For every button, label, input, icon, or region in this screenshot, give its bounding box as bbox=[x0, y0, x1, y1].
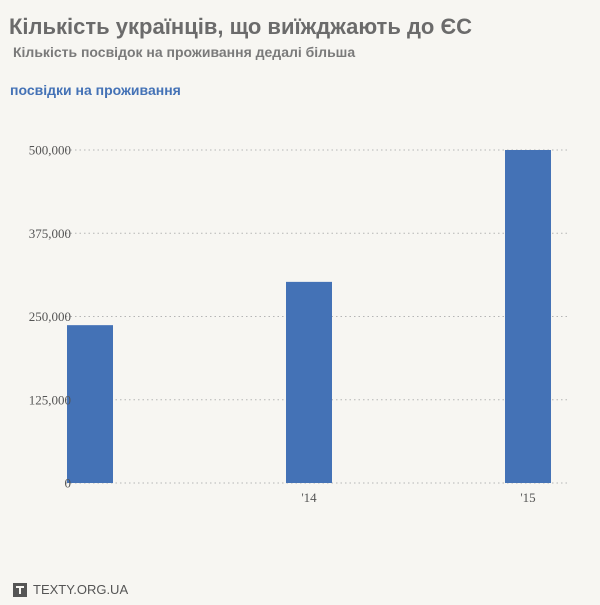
y-tick-label: 375,000 bbox=[29, 226, 71, 241]
bar bbox=[67, 325, 113, 483]
x-tick-label: '15 bbox=[520, 490, 535, 505]
bar-chart: 0 125,000 250,000 375,000 500,000 '14 '15 bbox=[29, 143, 568, 506]
series-label: посвідки на проживання bbox=[10, 82, 181, 98]
x-tick-label: '14 bbox=[301, 490, 317, 505]
bar bbox=[505, 150, 551, 483]
chart-subtitle: Кількість посвідок на проживання дедалі … bbox=[13, 44, 356, 60]
footer-brand[interactable]: TEXTY.ORG.UA bbox=[33, 582, 129, 597]
texty-logo-icon bbox=[13, 582, 27, 597]
bar bbox=[286, 281, 332, 483]
tick-labels: 0 125,000 250,000 375,000 500,000 '14 '15 bbox=[29, 143, 536, 506]
y-tick-label: 125,000 bbox=[29, 392, 71, 407]
y-tick-label: 250,000 bbox=[29, 309, 71, 324]
chart-title: Кількість українців, що виїжджають до ЄС bbox=[9, 14, 473, 39]
y-tick-label: 0 bbox=[65, 476, 72, 491]
y-tick-label: 500,000 bbox=[29, 143, 71, 158]
footer: TEXTY.ORG.UA bbox=[13, 582, 128, 597]
bars bbox=[67, 150, 551, 483]
